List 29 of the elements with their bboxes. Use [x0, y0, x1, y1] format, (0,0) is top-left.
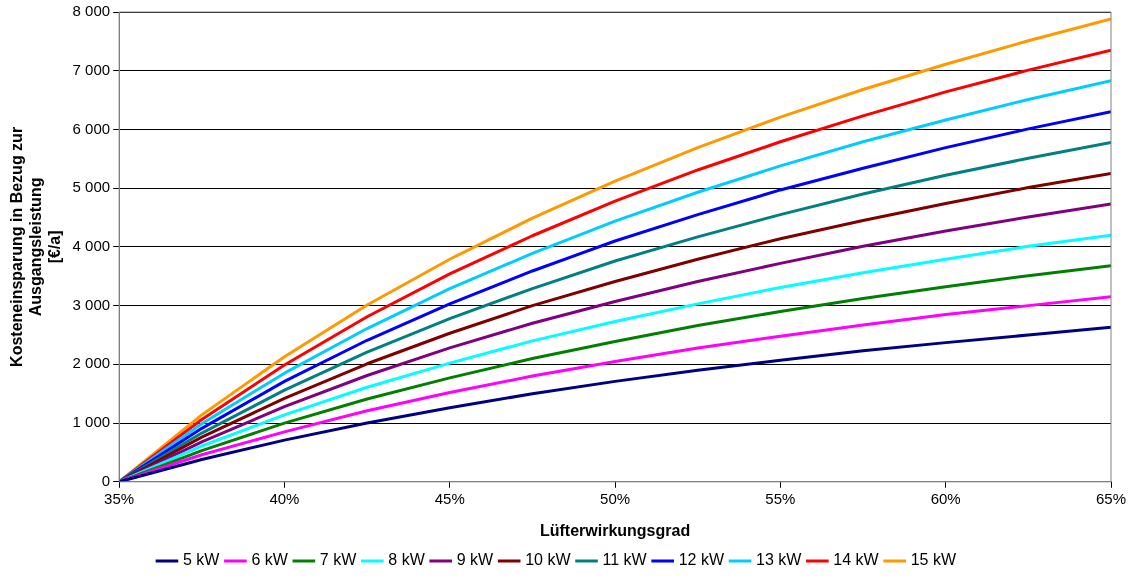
legend-label: 9 kW	[456, 551, 495, 569]
x-tick-label: 35%	[104, 489, 135, 507]
legend-label: 10 kW	[525, 551, 572, 569]
legend-label: 6 kW	[251, 551, 289, 569]
x-tick-label: 65%	[1095, 489, 1127, 507]
y-tick-label: 8 000	[72, 2, 111, 20]
y-tick-label: 4 000	[72, 237, 111, 255]
x-tick-label: 50%	[600, 489, 631, 507]
legend-label: 11 kW	[602, 551, 648, 569]
y-tick-label: 5 000	[72, 178, 111, 196]
x-tick-label: 40%	[269, 489, 300, 507]
y-tick-label: 6 000	[72, 119, 111, 137]
legend-label: 8 kW	[388, 551, 426, 569]
x-tick-label: 55%	[765, 489, 796, 507]
legend-label: 13 kW	[756, 551, 803, 569]
legend-label: 14 kW	[833, 551, 880, 569]
y-tick-label: 1 000	[72, 413, 111, 431]
x-axis-title: Lüfterwirkungsgrad	[539, 521, 691, 539]
y-tick-label: 0	[101, 471, 111, 489]
legend-label: 5 kW	[182, 551, 221, 569]
x-tick-label: 60%	[930, 489, 961, 507]
legend-label: 15 kW	[910, 551, 957, 569]
y-tick-label: 7 000	[72, 60, 111, 78]
x-tick-label: 45%	[434, 489, 465, 507]
legend-label: 7 kW	[319, 551, 358, 569]
y-tick-label: 2 000	[72, 354, 111, 372]
y-tick-label: 3 000	[72, 295, 111, 313]
y-axis-title: Kosteneinsparung in Bezug zur Ausgangsleistung [€/a]	[8, 126, 64, 367]
legend-label: 12 kW	[678, 551, 725, 569]
